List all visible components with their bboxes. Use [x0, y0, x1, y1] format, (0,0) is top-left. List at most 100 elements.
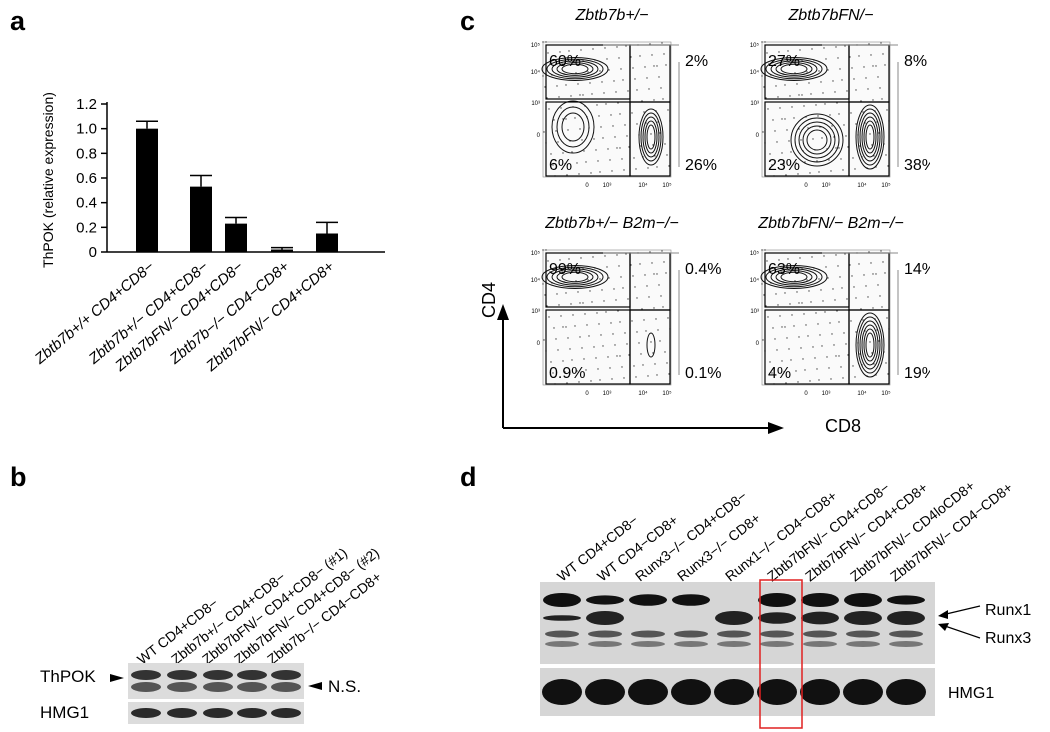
tick-x: 10⁵ [662, 390, 672, 397]
tick-y: 0 [537, 341, 541, 347]
tick-x: 10⁵ [881, 182, 891, 189]
plot-title: Zbtb7bFN/− [788, 7, 874, 24]
blot-thpok [128, 663, 304, 699]
band [237, 708, 267, 718]
tick-y: 10⁴ [750, 69, 760, 76]
band-runx1 [629, 594, 667, 606]
tick-x: 10⁴ [638, 182, 648, 189]
tick-x: 10⁴ [638, 390, 648, 397]
band-runx1 [543, 593, 581, 607]
band [803, 630, 837, 638]
band-runx1 [801, 593, 839, 607]
bar [136, 128, 158, 252]
band-hmg1 [843, 679, 883, 705]
row-label-runx3: Runx3 [985, 630, 1031, 647]
pct-br: 38% [904, 157, 930, 174]
band [131, 682, 161, 692]
tick-y: 10³ [750, 101, 759, 107]
plot-title: Zbtb7bFN/− B2m−/− [757, 215, 903, 232]
arrow-right-icon [768, 422, 784, 434]
band [131, 670, 161, 680]
y-tick-label: 0.8 [76, 145, 97, 162]
pct-tl: 60% [549, 53, 581, 70]
tick-y: 10³ [531, 101, 540, 107]
band [674, 630, 708, 638]
band [588, 630, 622, 638]
band-runx3 [844, 611, 882, 625]
tick-y: 10⁴ [750, 277, 760, 284]
band-hmg1 [800, 679, 840, 705]
y-tick-label: 1.2 [76, 96, 97, 113]
band [131, 708, 161, 718]
tick-x: 10⁵ [662, 182, 672, 189]
arrow-icon [938, 623, 949, 631]
band-runx3 [715, 611, 753, 625]
plot-title: Zbtb7b+/− B2m−/− [544, 215, 678, 232]
pct-br: 19% [904, 365, 930, 382]
band-hmg1 [886, 679, 926, 705]
band [167, 708, 197, 718]
band [545, 641, 579, 647]
band [674, 641, 708, 647]
cd8-label: CD8 [825, 416, 861, 436]
band [631, 641, 665, 647]
arrow-runx3 [941, 624, 981, 639]
pct-br: 26% [685, 157, 717, 174]
pct-tl: 63% [768, 261, 800, 278]
tick-x: 0 [585, 183, 589, 189]
pct-tr: 14% [904, 261, 930, 278]
flow-plot: 0 10³ 10⁴ 10⁵ 10⁵ 10⁴ 10³ 0 Zbtb7bFN/− B2m−/− 63%… [750, 215, 930, 397]
ns-label: N.S. [328, 677, 361, 696]
band-hmg1 [671, 679, 711, 705]
pct-bl: 6% [549, 157, 572, 174]
panel-b-blot: WT CD4+CD8−Zbtb7b+/− CD4+CD8−Zbtb7bFN/− … [40, 544, 384, 724]
tick-y: 10⁵ [750, 250, 760, 257]
band [167, 670, 197, 680]
band-hmg1 [714, 679, 754, 705]
band-runx1 [758, 593, 796, 607]
pct-tr: 2% [685, 53, 708, 70]
arrow-icon [110, 674, 124, 682]
row-label-runx1: Runx1 [985, 602, 1031, 619]
pct-tr: 8% [904, 53, 927, 70]
panel-letter-c: c [460, 6, 476, 36]
band [889, 630, 923, 638]
y-tick-label: 1.0 [76, 121, 97, 138]
band-runx3 [543, 615, 581, 621]
tick-x: 10⁵ [881, 390, 891, 397]
panel-d-blot: WT CD4+CD8−WT CD4−CD8+Runx3−/− CD4+CD8−R… [540, 477, 1031, 729]
band-runx1 [887, 595, 925, 605]
y-axis-label: ThPOK (relative expression) [40, 92, 56, 268]
y-tick-label: 0.2 [76, 219, 97, 236]
pct-bl: 4% [768, 365, 791, 382]
y-tick-label: 0.4 [76, 195, 97, 212]
tick-y: 0 [537, 133, 541, 139]
band [167, 682, 197, 692]
band [237, 682, 267, 692]
tick-y: 10⁴ [531, 69, 541, 76]
band [846, 630, 880, 638]
band [271, 670, 301, 680]
band-runx3 [801, 611, 839, 625]
panel-letter-b: b [10, 462, 27, 492]
row-label-thpok: ThPOK [40, 667, 96, 686]
tick-y: 10⁵ [531, 42, 541, 49]
tick-y: 10⁵ [750, 42, 760, 49]
pct-br: 0.1% [685, 365, 721, 382]
band [803, 641, 837, 647]
bar [316, 233, 338, 252]
row-label-hmg1: HMG1 [948, 685, 994, 702]
band [588, 641, 622, 647]
pct-tl: 99% [549, 261, 581, 278]
tick-x: 10⁴ [857, 182, 867, 189]
band [545, 630, 579, 638]
band-hmg1 [757, 679, 797, 705]
band [717, 641, 751, 647]
tick-x: 0 [804, 183, 808, 189]
arrow-runx1 [941, 605, 981, 616]
tick-x: 10³ [603, 391, 612, 397]
flow-plot: 0 10³ 10⁴ 10⁵ 10⁵ 10⁴ 10³ 0 Zbtb7b+/− B2m−/− 99% 0… [531, 215, 722, 397]
band [271, 708, 301, 718]
tick-x: 0 [585, 391, 589, 397]
pct-tl: 27% [768, 53, 800, 70]
